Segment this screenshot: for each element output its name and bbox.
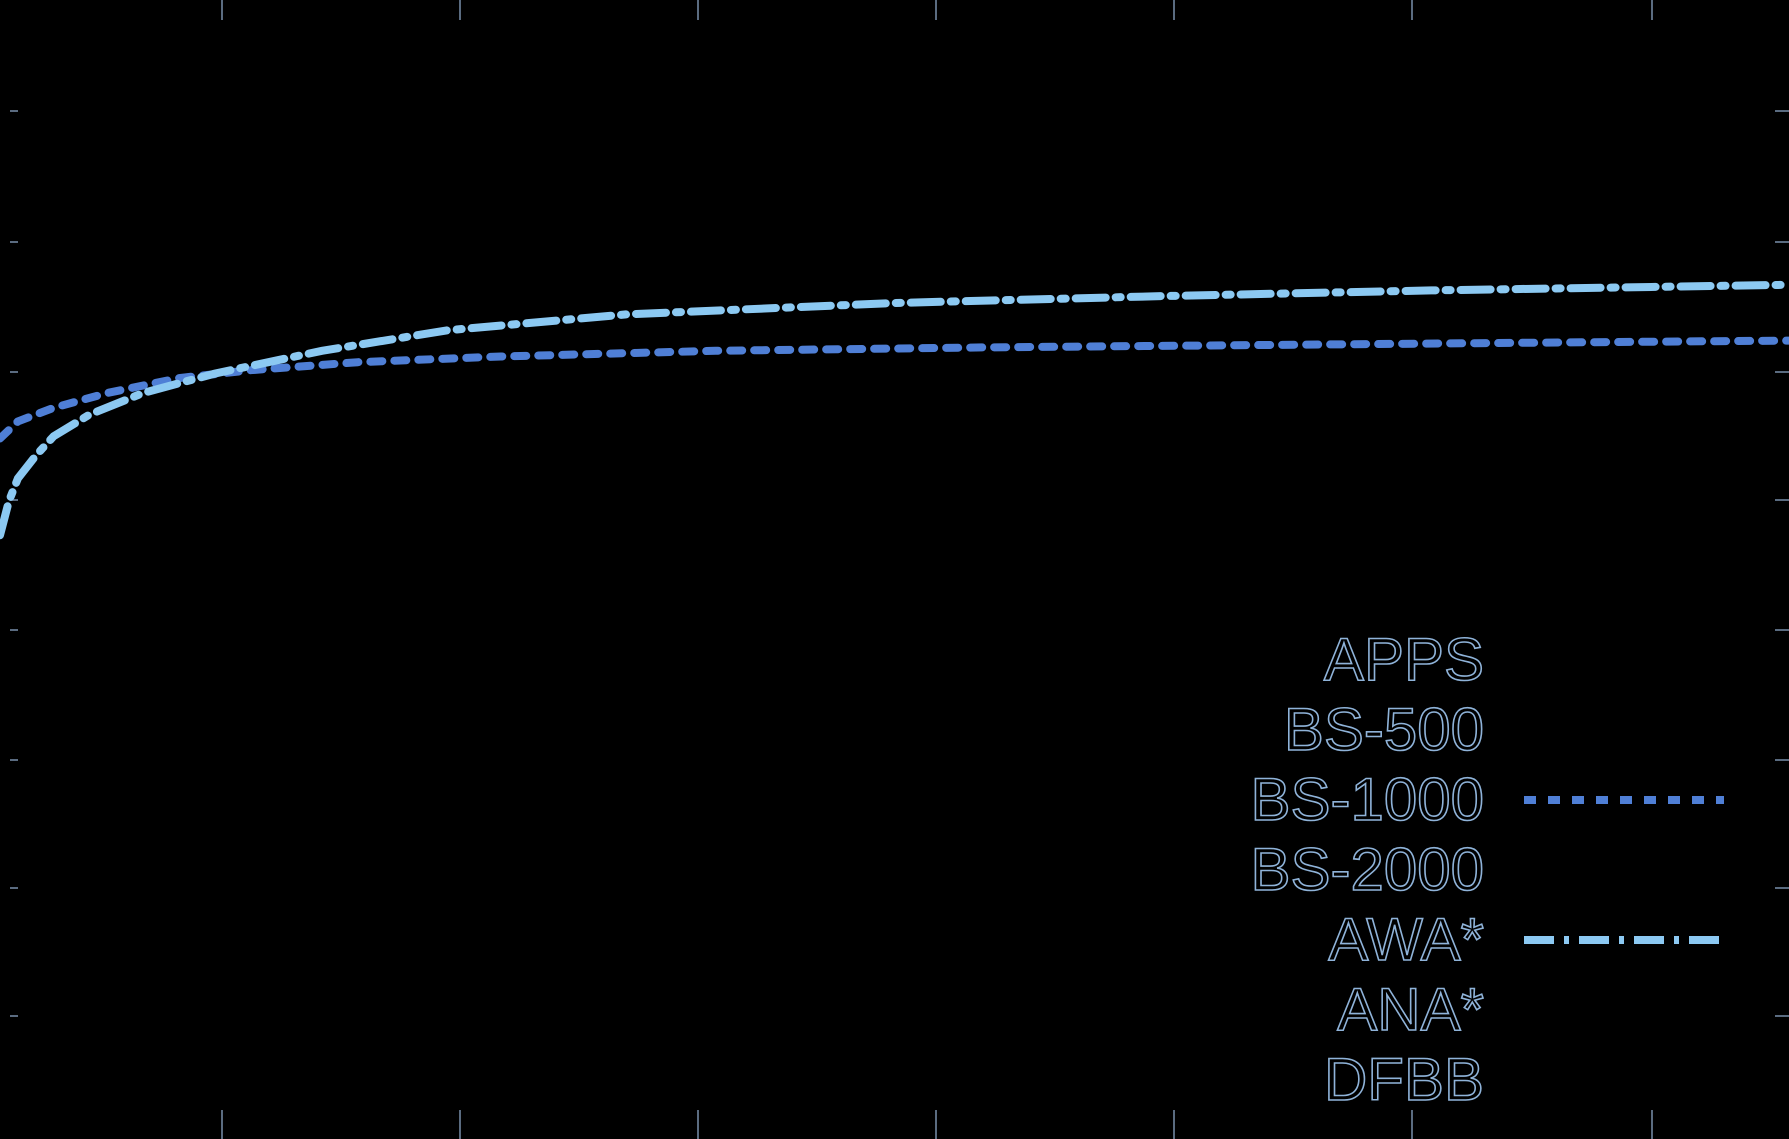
legend-label-bs-1000: BS-1000 (1251, 766, 1485, 833)
legend-swatches (1524, 796, 1724, 944)
series-line-bs-1000 (0, 336, 1789, 443)
series-layer (0, 280, 1789, 540)
legend-label-awa-star: AWA* (1328, 906, 1484, 973)
series-line-awa (0, 280, 1789, 540)
legend-label-dfbb: DFBB (1324, 1046, 1484, 1113)
axis-ticks (10, 0, 1789, 1139)
legend-label-bs-500: BS-500 (1284, 696, 1484, 763)
legend-label-ana-star: ANA* (1337, 976, 1484, 1043)
legend: APPS BS-500 BS-1000 BS-2000 AWA* ANA* DF… (1250, 625, 1724, 1114)
legend-label-apps: APPS (1324, 626, 1484, 693)
legend-label-bs-2000: BS-2000 (1251, 836, 1485, 903)
